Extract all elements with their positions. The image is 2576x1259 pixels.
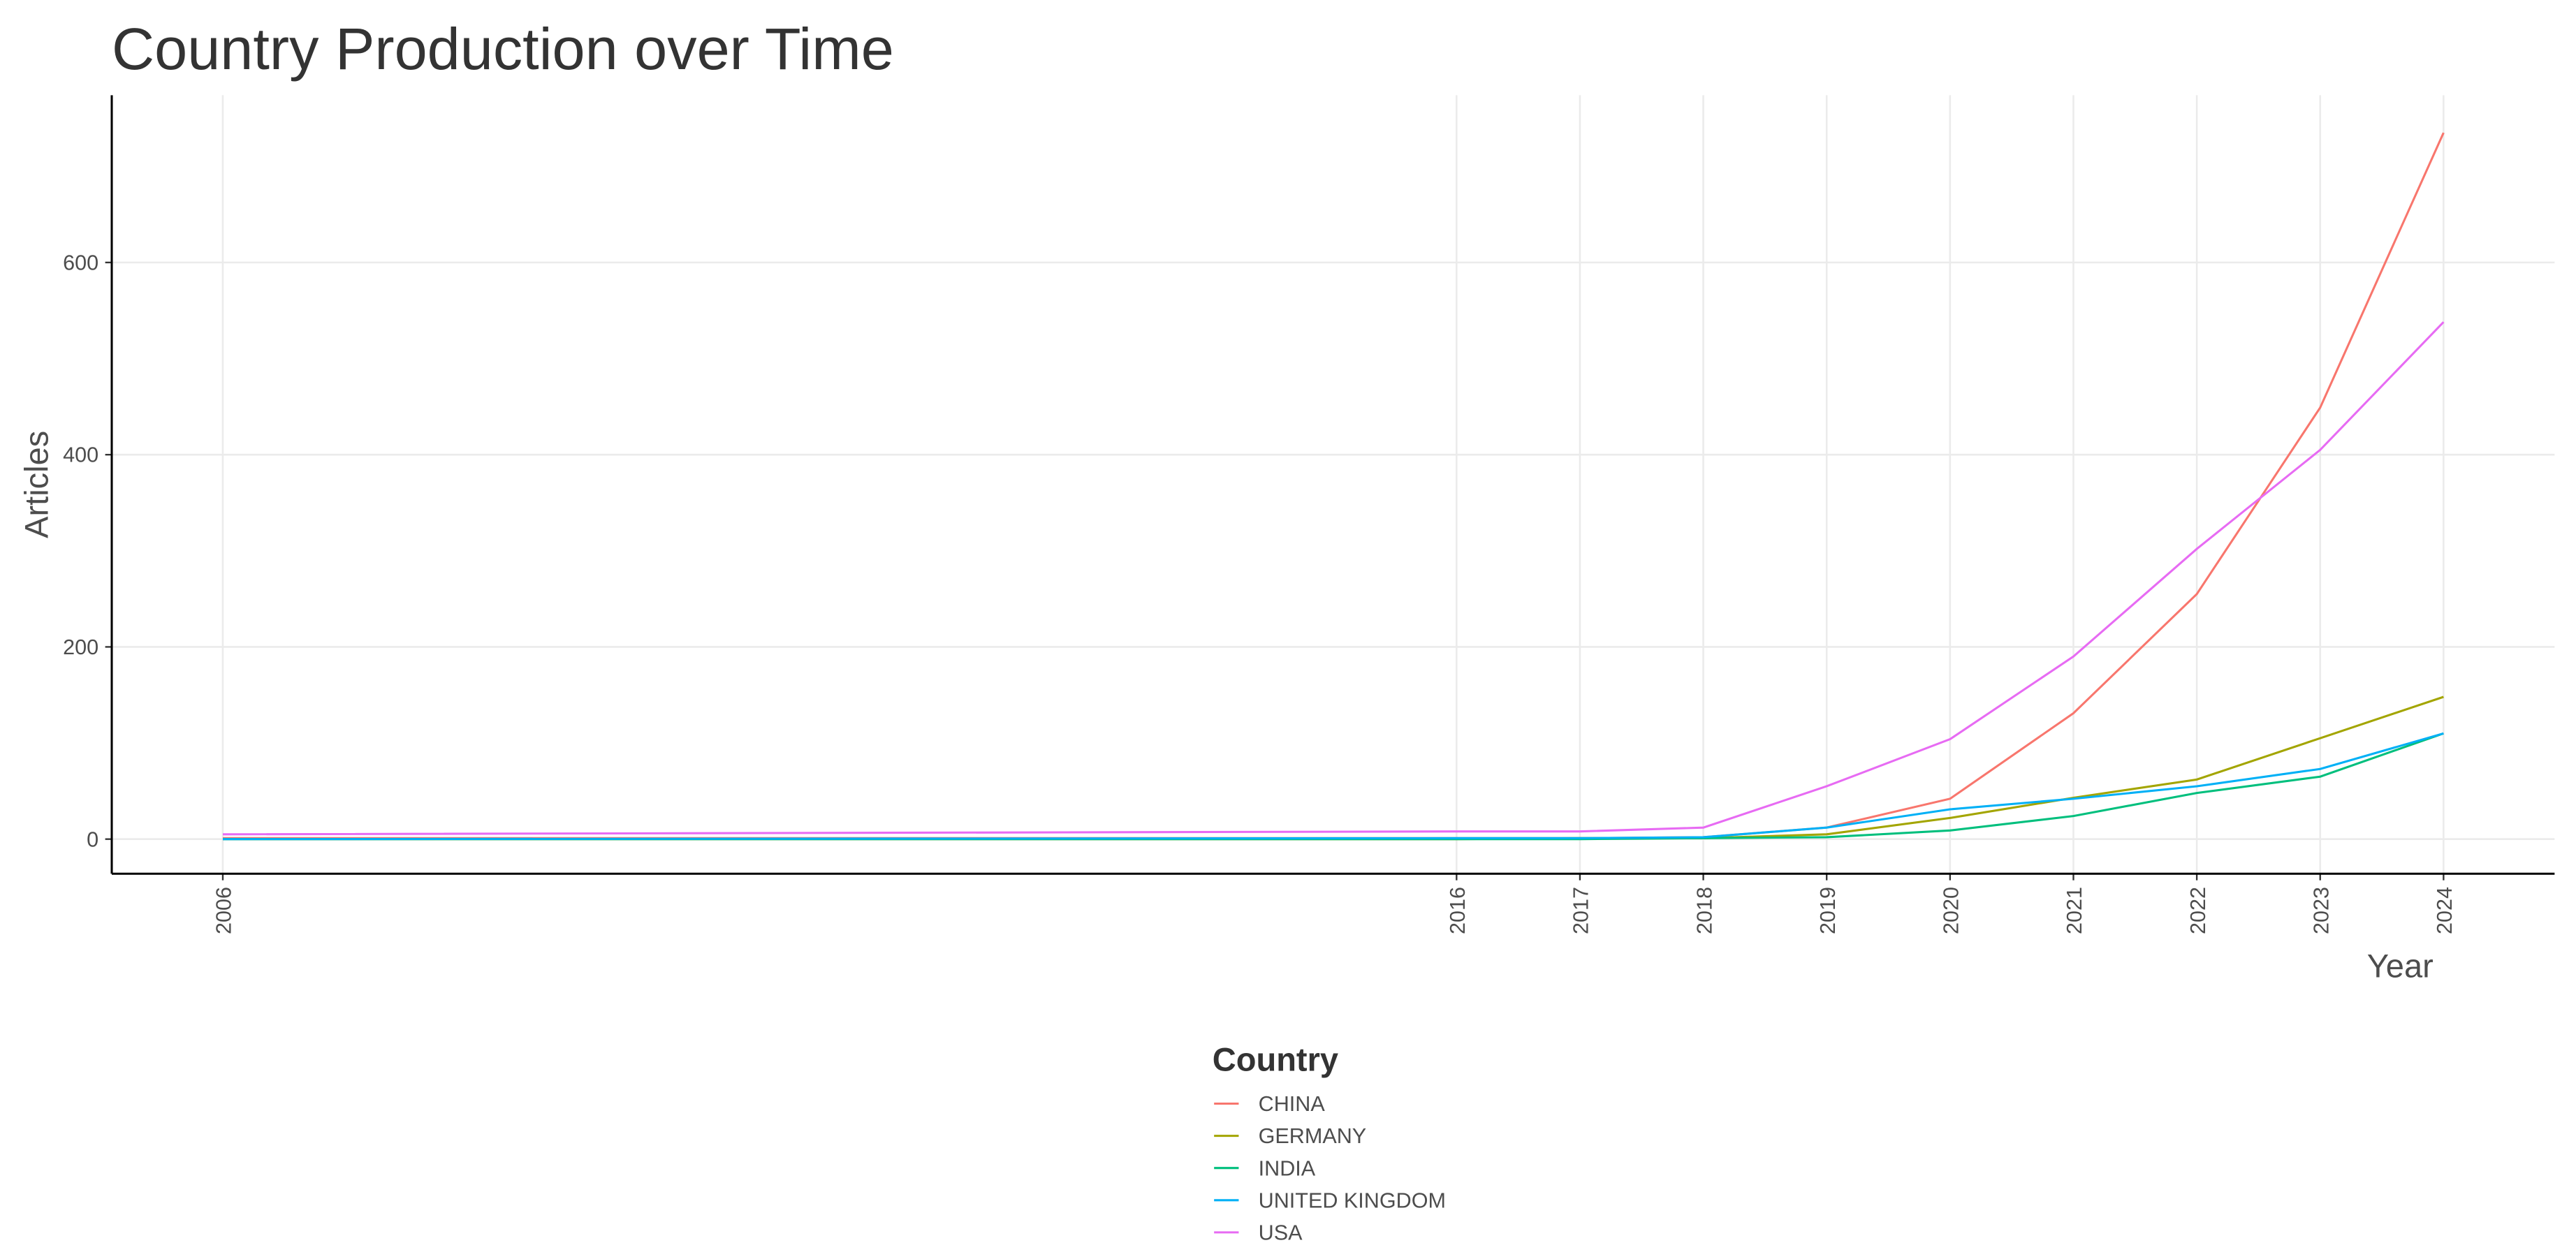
y-tick-label: 600	[63, 251, 98, 274]
x-tick-label: 2021	[2063, 887, 2086, 934]
series-line	[222, 732, 2444, 841]
y-tick-label: 400	[63, 443, 98, 467]
y-tick-label: 0	[87, 827, 98, 851]
x-tick-label: 2018	[1692, 887, 1716, 934]
x-tick-label: 2023	[2310, 887, 2334, 934]
y-axis-label: Articles	[17, 431, 54, 538]
legend-label: GERMANY	[1259, 1124, 1367, 1148]
legend-title: Country	[1213, 1040, 1338, 1077]
legend-label: CHINA	[1259, 1092, 1326, 1116]
chart-title: Country Production over Time	[112, 15, 894, 82]
x-tick-label: 2024	[2433, 887, 2457, 934]
x-tick-label: 2020	[1940, 887, 1963, 934]
x-tick-label: 2016	[1446, 887, 1470, 934]
series-line	[222, 321, 2445, 836]
x-tick-label: 2006	[212, 887, 236, 934]
x-tick-label: 2017	[1569, 887, 1593, 934]
legend-label: USA	[1259, 1221, 1303, 1244]
x-axis-label: Year	[2367, 947, 2434, 984]
x-tick-label: 2022	[2186, 887, 2210, 934]
legend-label: INDIA	[1259, 1156, 1316, 1180]
x-tick-label: 2019	[1816, 887, 1840, 934]
y-tick-label: 200	[63, 635, 98, 659]
legend-label: UNITED KINGDOM	[1259, 1188, 1446, 1212]
